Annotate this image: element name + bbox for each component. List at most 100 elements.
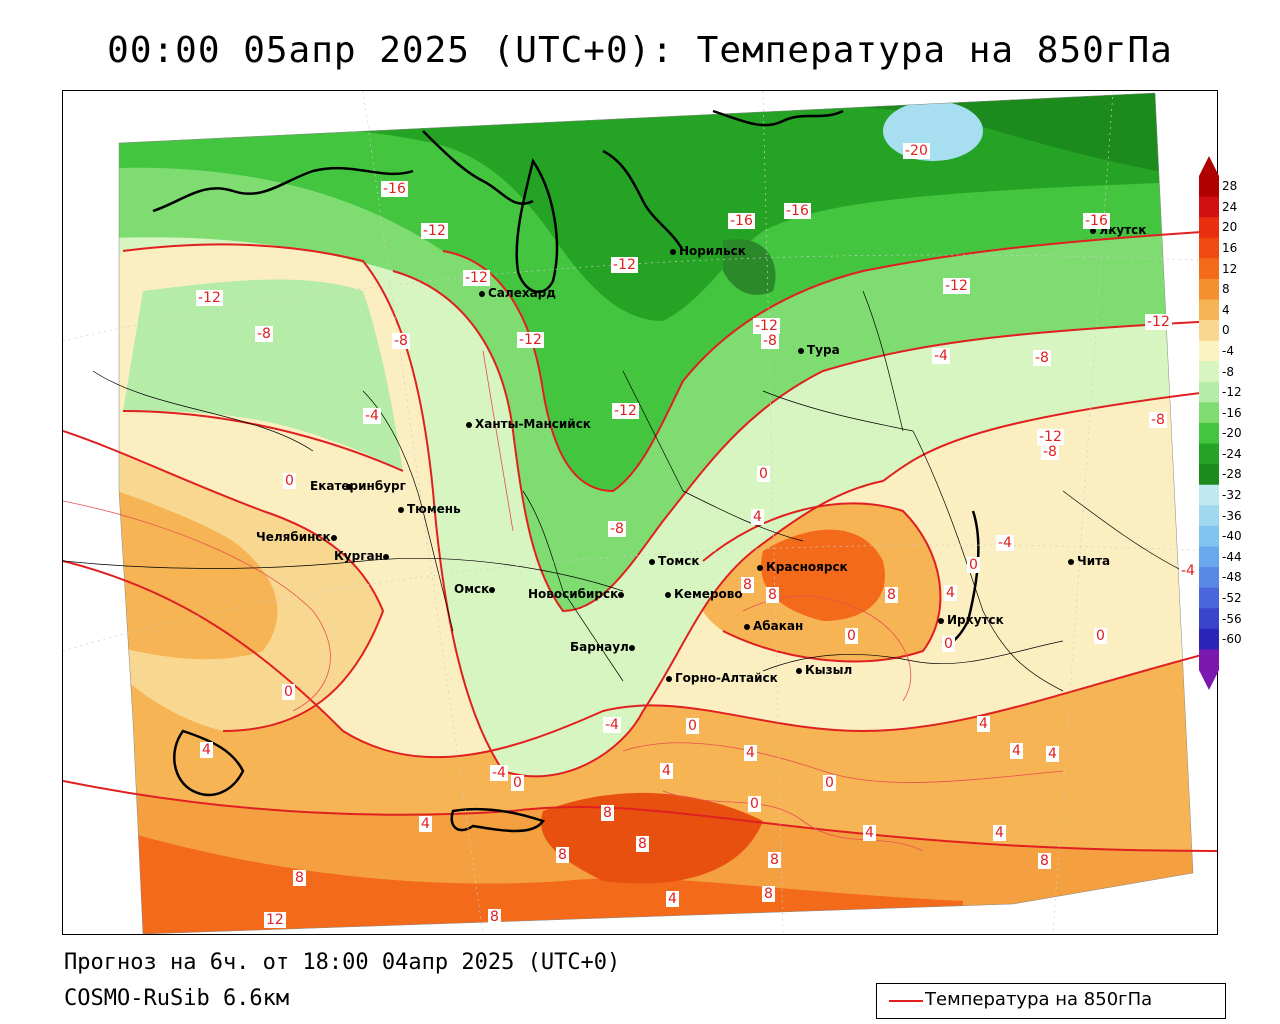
colorbar-tick-label: -20 — [1222, 426, 1242, 441]
colorbar-segment — [1199, 443, 1219, 465]
contour-label: 4 — [977, 716, 990, 732]
city-krasnoyarsk: Красноярск — [757, 560, 848, 574]
contour-label: -4 — [1179, 563, 1197, 579]
colorbar-tick-label: 28 — [1222, 179, 1238, 194]
contour-label: 4 — [1010, 743, 1023, 759]
city-marker-icon — [666, 675, 672, 682]
colorbar-segment — [1199, 484, 1219, 506]
contour-label: 8 — [488, 909, 501, 925]
contour-label: -16 — [381, 181, 408, 197]
contour-label: 8 — [556, 847, 569, 863]
contour-label: -8 — [392, 333, 410, 349]
city-marker-icon — [796, 667, 802, 674]
contour-label: 4 — [200, 742, 213, 758]
contour-label: -12 — [1037, 429, 1064, 445]
city-chita: Чита — [1068, 554, 1110, 568]
contour-label: -8 — [761, 333, 779, 349]
legend-label: Температура на 850гПа — [925, 989, 1153, 1010]
contour-label: 0 — [845, 628, 858, 644]
contour-label: -12 — [612, 403, 639, 419]
contour-label: 8 — [636, 836, 649, 852]
map-legend: Температура на 850гПа — [876, 983, 1226, 1019]
colorbar-segment — [1199, 176, 1219, 198]
colorbar-tick-label: -12 — [1222, 385, 1242, 400]
city-marker-icon — [466, 421, 472, 428]
contour-label: 8 — [293, 870, 306, 886]
contour-label: 4 — [419, 816, 432, 832]
contour-label: -12 — [611, 257, 638, 273]
coastlines — [152, 109, 980, 833]
city-marker-icon — [618, 591, 625, 598]
contour-label: -8 — [1033, 350, 1051, 366]
colorbar-arrow-top — [1199, 156, 1219, 176]
contour-label: 0 — [283, 473, 296, 489]
colorbar-segment — [1199, 320, 1219, 342]
city-marker-icon — [744, 623, 750, 630]
city-yekaterinburg: Екатеринбург — [310, 479, 406, 493]
contour-label: 0 — [511, 775, 524, 791]
contour-label: 4 — [660, 763, 673, 779]
contour-label: 0 — [823, 775, 836, 791]
contour-label: 4 — [666, 891, 679, 907]
colorbar-segment — [1199, 340, 1219, 362]
city-marker-icon — [757, 564, 763, 571]
city-marker-icon — [1090, 227, 1096, 234]
colorbar-segment — [1199, 608, 1219, 630]
city-marker-icon — [330, 534, 337, 541]
city-irkutsk: Иркутск — [938, 613, 1004, 627]
city-marker-icon — [479, 290, 485, 297]
city-marker-icon — [798, 347, 804, 354]
isotherm-minor-lines — [63, 350, 1064, 852]
colorbar-tick-label: -48 — [1222, 570, 1242, 585]
contour-label: -12 — [463, 270, 490, 286]
city-marker-icon — [938, 617, 944, 624]
colorbar-tick-label: 0 — [1222, 323, 1230, 338]
colorbar-tick-label: -44 — [1222, 549, 1242, 564]
colorbar-segment — [1199, 649, 1219, 671]
colorbar-segment — [1199, 278, 1219, 300]
colorbar — [1199, 156, 1219, 690]
contour-label: -4 — [490, 765, 508, 781]
city-khanty-mansiysk: Ханты-Мансийск — [466, 417, 591, 431]
colorbar-tick-label: -24 — [1222, 446, 1242, 461]
city-abakan: Абакан — [744, 619, 803, 633]
colorbar-tick-label: 8 — [1222, 282, 1230, 297]
map-panel[interactable] — [62, 90, 1218, 935]
colorbar-segment — [1199, 525, 1219, 547]
contour-label: 8 — [768, 852, 781, 868]
city-tomsk: Томск — [649, 554, 700, 568]
colorbar-segment — [1199, 361, 1219, 383]
colorbar-segment — [1199, 505, 1219, 527]
contour-label: -16 — [1083, 213, 1110, 229]
colorbar-segment — [1199, 402, 1219, 424]
contour-label: 0 — [942, 636, 955, 652]
colorbar-arrow-bottom — [1199, 670, 1219, 690]
contour-label: -8 — [608, 521, 626, 537]
contour-label: -16 — [728, 213, 755, 229]
contour-label: 0 — [757, 466, 770, 482]
colorbar-tick-label: -4 — [1222, 343, 1234, 358]
city-marker-icon — [1068, 558, 1074, 565]
city-gorno-altaysk: Горно-Алтайск — [666, 671, 778, 685]
colorbar-tick-label: -40 — [1222, 529, 1242, 544]
contour-label: -16 — [784, 203, 811, 219]
contour-label: -12 — [196, 290, 223, 306]
region-borders — [63, 290, 1184, 692]
contour-label: -4 — [932, 348, 950, 364]
contour-label: 4 — [993, 825, 1006, 841]
contour-label: -4 — [603, 717, 621, 733]
city-marker-icon — [665, 591, 671, 598]
city-kemerovo: Кемерово — [665, 587, 743, 601]
contour-label: 0 — [686, 718, 699, 734]
contour-label: -4 — [363, 408, 381, 424]
city-norilsk: Норильск — [670, 244, 746, 258]
contour-label: -12 — [517, 332, 544, 348]
temperature-map — [63, 91, 1217, 934]
city-marker-icon — [649, 558, 655, 565]
contour-label: 0 — [282, 684, 295, 700]
city-marker-icon — [345, 483, 352, 490]
city-marker-icon — [398, 506, 404, 513]
colorbar-segment — [1199, 567, 1219, 589]
city-tura: Тура — [798, 343, 840, 357]
colorbar-tick-label: -8 — [1222, 364, 1234, 379]
